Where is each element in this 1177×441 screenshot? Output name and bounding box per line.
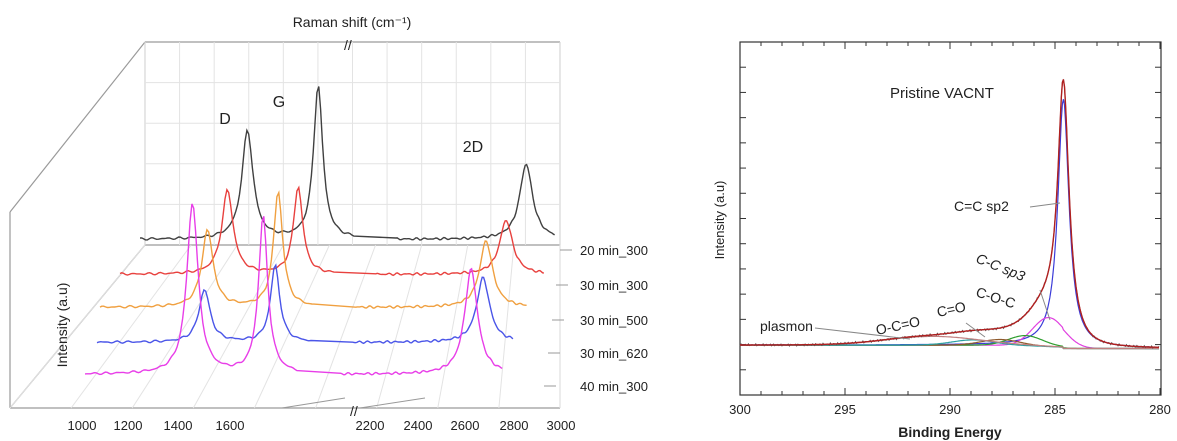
- annotation-co: C=O: [935, 298, 967, 320]
- raman-series-line: [99, 190, 527, 309]
- raman-grid-line: [437, 244, 469, 409]
- x-tick-label: 2400: [404, 418, 433, 433]
- x-tick-label: 2800: [500, 418, 529, 433]
- annotation-csp3: C-C sp3: [974, 250, 1028, 284]
- annotation-leader-csp2: [1029, 202, 1061, 208]
- xps-y-axis-title: Intensity (a.u): [712, 181, 727, 260]
- axis-break-line: [359, 397, 426, 409]
- peak-label-g: G: [273, 94, 285, 111]
- annotation-leader-co: [965, 322, 986, 338]
- xps-envelope-line: [740, 79, 1159, 348]
- annotation-csp2: C=C sp2: [954, 198, 1009, 214]
- xps-x-tick-labels: 300 295 290 285 280: [729, 402, 1171, 417]
- xps-title: Pristine VACNT: [890, 85, 994, 102]
- x-tick-label: 300: [729, 402, 751, 417]
- raman-grid-line: [9, 244, 146, 409]
- raman-series-labels: 20 min_300 30 min_300 30 min_500 30 min_…: [544, 243, 648, 394]
- series-label-30min620: 30 min_620: [580, 346, 648, 361]
- series-label-20min300: 20 min_300: [580, 243, 648, 258]
- x-tick-label: 1200: [114, 418, 143, 433]
- xps-ticks: [739, 41, 1161, 396]
- peak-label-2d: 2D: [463, 139, 483, 156]
- x-tick-label: 280: [1149, 402, 1171, 417]
- raman-y-axis-title: Intensity (a.u): [54, 283, 70, 368]
- raman-grid-line: [192, 244, 284, 409]
- raman-series-line: [119, 185, 545, 277]
- raman-chart: // // Raman shift (cm⁻¹) Intensity (a.u)…: [9, 14, 648, 433]
- raman-grid-line: [315, 244, 377, 409]
- frame-top-left-depth-edge: [9, 41, 146, 213]
- x-tick-label: 2200: [356, 418, 385, 433]
- annotation-plasmon: plasmon: [760, 318, 813, 334]
- xps-x-axis-title: Binding Energy: [898, 424, 1002, 440]
- x-tick-label: 2600: [451, 418, 480, 433]
- top-axis-break-mark: //: [344, 37, 352, 53]
- raman-grid-line: [253, 244, 330, 409]
- raman-grid-line: [498, 244, 515, 409]
- raman-series-line: [139, 86, 555, 241]
- x-tick-label: 1400: [164, 418, 193, 433]
- series-label-30min300: 30 min_300: [580, 278, 648, 293]
- annotation-leader-csp3: [1039, 289, 1051, 321]
- annotation-oco: O-C=O: [874, 313, 921, 338]
- x-tick-label: 295: [834, 402, 856, 417]
- axis-break-line: [281, 397, 346, 409]
- x-tick-label: 1600: [216, 418, 245, 433]
- peak-label-d: D: [219, 111, 231, 128]
- raman-grid: [9, 42, 561, 409]
- raman-curves: [84, 86, 555, 376]
- series-label-30min500: 30 min_500: [580, 313, 648, 328]
- xps-chart: Pristine VACNT Binding Energy Intensity …: [712, 41, 1171, 440]
- annotation-coc: C-O-C: [974, 284, 1017, 312]
- x-tick-label: 290: [939, 402, 961, 417]
- xps-curves: [739, 78, 1160, 350]
- raman-grid-line: [70, 244, 192, 409]
- series-label-40min300: 40 min_300: [580, 379, 648, 394]
- raman-x-ticks: 1000 1200 1400 1600 2200 2400 2600 2800 …: [68, 418, 576, 433]
- x-tick-label: 3000: [547, 418, 576, 433]
- raman-series-line: [84, 203, 503, 376]
- x-tick-label: 1000: [68, 418, 97, 433]
- x-tick-label: 285: [1044, 402, 1066, 417]
- raman-grid-line: [131, 244, 238, 409]
- bottom-axis-break-mark: //: [350, 403, 358, 419]
- annotation-leader-plasmon: [814, 327, 911, 340]
- raman-x-axis-title: Raman shift (cm⁻¹): [293, 14, 412, 30]
- raman-grid-line: [376, 244, 423, 409]
